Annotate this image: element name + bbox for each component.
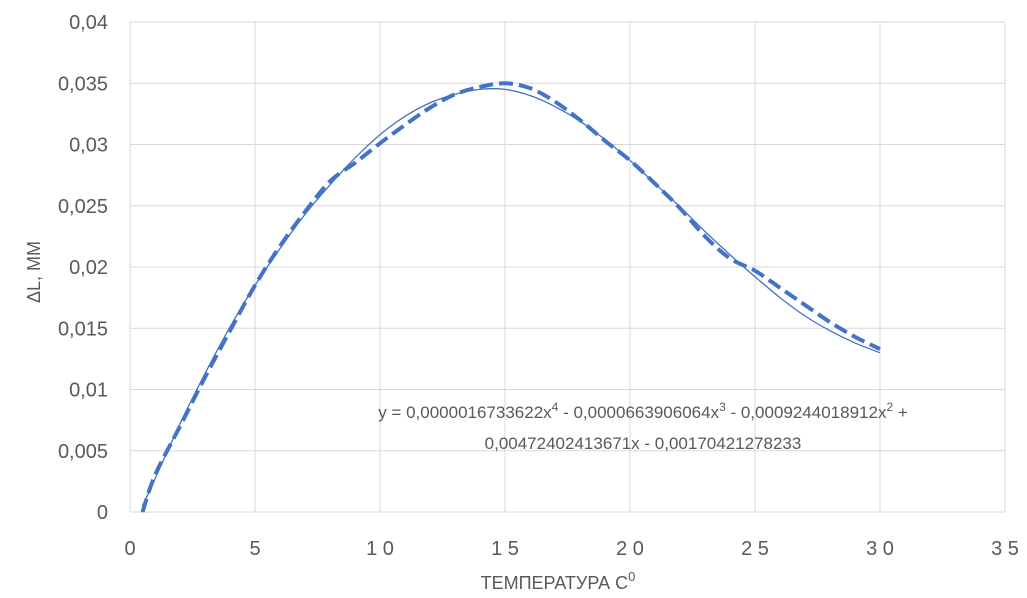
y-tick-label: 0,005 bbox=[58, 441, 108, 463]
equation-term-4: + bbox=[893, 403, 908, 422]
x-tick-label: 3 0 bbox=[866, 538, 894, 560]
x-tick-label: 1 5 bbox=[491, 538, 519, 560]
grid bbox=[129, 21, 1006, 513]
x-tick-label: 2 5 bbox=[741, 538, 769, 560]
y-tick-label: 0,035 bbox=[58, 73, 108, 95]
equation-term-1: y = 0,0000016733622x bbox=[378, 403, 552, 422]
x-tick-labels: 0 5 1 0 1 5 2 0 2 5 3 0 3 5 bbox=[124, 538, 1018, 560]
y-tick-label: 0 bbox=[97, 502, 108, 524]
equation-term-3: - 0,0009244018912x bbox=[726, 403, 887, 422]
trendline-equation-line-2: 0,00472402413671x - 0,00170421278233 bbox=[485, 434, 802, 453]
y-tick-label: 0,03 bbox=[69, 135, 108, 157]
x-tick-label: 1 0 bbox=[366, 538, 394, 560]
y-tick-label: 0,025 bbox=[58, 196, 108, 218]
x-tick-label: 0 bbox=[124, 538, 135, 560]
equation-exp-3: 3 bbox=[719, 400, 726, 414]
series-layer bbox=[140, 81, 881, 513]
y-tick-label: 0,01 bbox=[69, 380, 108, 402]
equation-term-2: - 0,0000663906064x bbox=[558, 403, 719, 422]
x-axis-title-text: ТЕМПЕРАТУРА С bbox=[481, 573, 629, 593]
x-axis-title: ТЕМПЕРАТУРА С0 bbox=[481, 569, 636, 593]
series-dashed-line bbox=[140, 81, 881, 513]
x-axis-title-superscript: 0 bbox=[628, 569, 635, 584]
equation-exp-2: 2 bbox=[886, 400, 893, 414]
x-tick-label: 3 5 bbox=[991, 538, 1019, 560]
x-tick-label: 5 bbox=[249, 538, 260, 560]
y-tick-label: 0,015 bbox=[58, 318, 108, 340]
y-axis-title: ΔL, ММ bbox=[24, 241, 44, 303]
y-tick-labels: 0 0,005 0,01 0,015 0,02 0,025 0,03 0,035 0,04 bbox=[58, 12, 108, 524]
x-tick-label: 2 0 bbox=[616, 538, 644, 560]
y-tick-label: 0,04 bbox=[69, 12, 108, 34]
trendline-equation-line-1: y = 0,0000016733622x4 - 0,0000663906064x… bbox=[378, 400, 908, 422]
equation-exp-4: 4 bbox=[552, 400, 559, 414]
y-tick-label: 0,02 bbox=[69, 257, 108, 279]
